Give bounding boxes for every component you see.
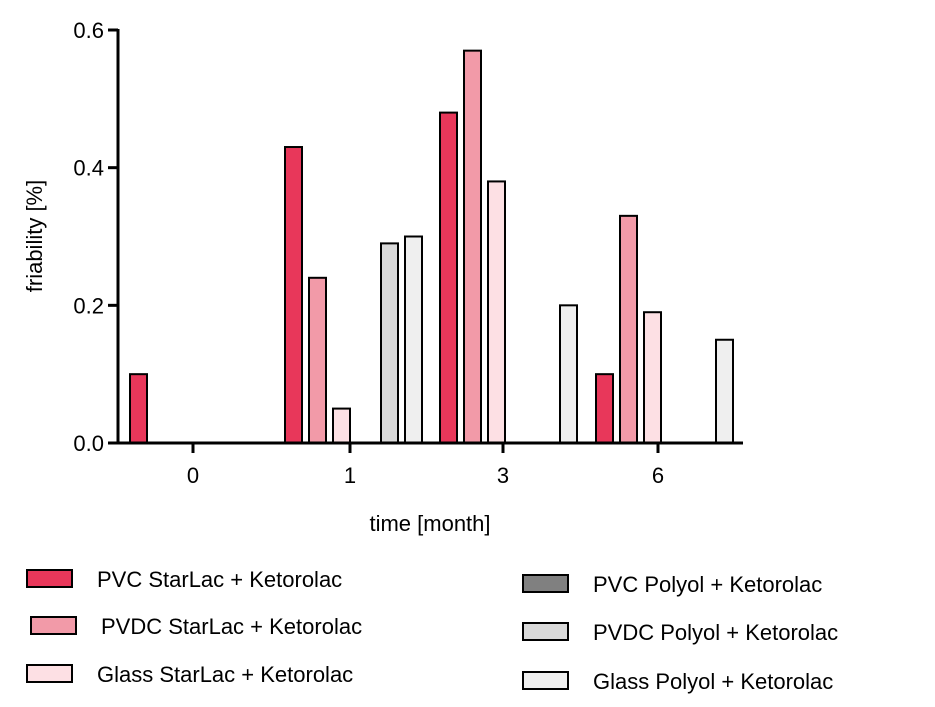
x-axis: 0 1 3 6 — [117, 441, 743, 488]
legend-item-6: Glass Polyol + Ketorolac — [522, 669, 833, 694]
legend-swatch — [522, 574, 569, 593]
bar-1-cat-0 — [129, 373, 148, 444]
bar-3-cat-1 — [332, 407, 351, 445]
legend-swatch — [26, 664, 73, 683]
legend-label: Glass Polyol + Ketorolac — [593, 669, 833, 694]
y-tick-label: 0.0 — [73, 431, 104, 456]
legend-label: PVDC Polyol + Ketorolac — [593, 620, 838, 645]
bar-3-cat-6 — [643, 311, 662, 445]
legend-label: PVDC StarLac + Ketorolac — [101, 614, 362, 639]
bar-2-cat-1 — [308, 276, 327, 444]
bar-6-cat-3 — [559, 304, 578, 445]
x-axis-title: time [month] — [369, 511, 490, 536]
legend-item-1: PVC StarLac + Ketorolac — [26, 567, 342, 592]
legend-item-5: PVDC Polyol + Ketorolac — [522, 620, 838, 645]
legend-label: PVC Polyol + Ketorolac — [593, 572, 822, 597]
bar-2-cat-6 — [619, 214, 638, 444]
x-tick-label: 1 — [344, 463, 356, 488]
bars-group — [129, 49, 734, 445]
x-tick-label: 0 — [187, 463, 199, 488]
bar-5-cat-1 — [380, 242, 399, 444]
legend: PVC StarLac + Ketorolac PVDC StarLac + Ke… — [26, 567, 838, 694]
legend-swatch — [522, 622, 569, 641]
legend-label: Glass StarLac + Ketorolac — [97, 662, 353, 687]
x-tick-label: 3 — [497, 463, 509, 488]
y-axis: 0.0 0.2 0.4 0.6 — [73, 18, 120, 456]
bar-6-cat-6 — [715, 338, 734, 444]
legend-swatch — [522, 671, 569, 690]
bar-1-cat-3 — [439, 111, 458, 444]
legend-item-2: PVDC StarLac + Ketorolac — [30, 614, 362, 639]
legend-item-4: PVC Polyol + Ketorolac — [522, 572, 822, 597]
legend-label: PVC StarLac + Ketorolac — [97, 567, 342, 592]
bar-1-cat-1 — [284, 146, 303, 444]
x-tick-label: 6 — [652, 463, 664, 488]
y-tick-label: 0.4 — [73, 156, 104, 181]
bar-2-cat-3 — [463, 49, 482, 445]
y-axis-title: friability [%] — [22, 180, 47, 292]
bar-6-cat-1 — [404, 235, 423, 444]
legend-swatch — [30, 616, 77, 635]
legend-swatch — [26, 569, 73, 588]
bar-1-cat-6 — [595, 373, 614, 444]
bar-3-cat-3 — [487, 180, 506, 445]
y-tick-label: 0.6 — [73, 18, 104, 43]
legend-item-3: Glass StarLac + Ketorolac — [26, 662, 353, 687]
y-tick-label: 0.2 — [73, 293, 104, 318]
